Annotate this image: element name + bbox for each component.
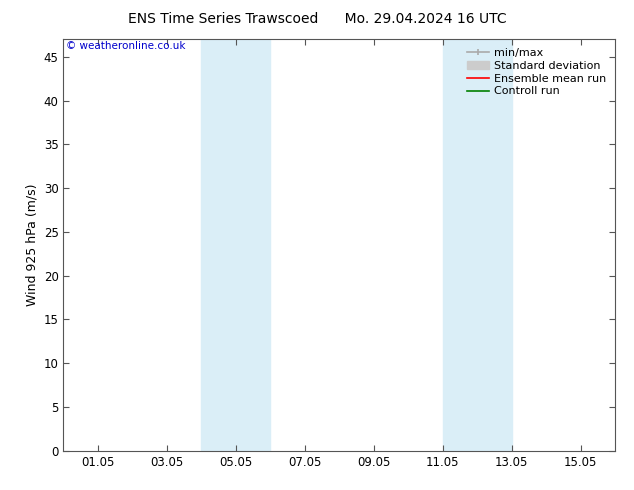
Bar xyxy=(443,39,512,451)
Text: © weatheronline.co.uk: © weatheronline.co.uk xyxy=(66,41,186,51)
Bar xyxy=(202,39,270,451)
Legend: min/max, Standard deviation, Ensemble mean run, Controll run: min/max, Standard deviation, Ensemble me… xyxy=(464,45,609,100)
Y-axis label: Wind 925 hPa (m/s): Wind 925 hPa (m/s) xyxy=(25,184,38,306)
Text: ENS Time Series Trawscoed      Mo. 29.04.2024 16 UTC: ENS Time Series Trawscoed Mo. 29.04.2024… xyxy=(127,12,507,26)
